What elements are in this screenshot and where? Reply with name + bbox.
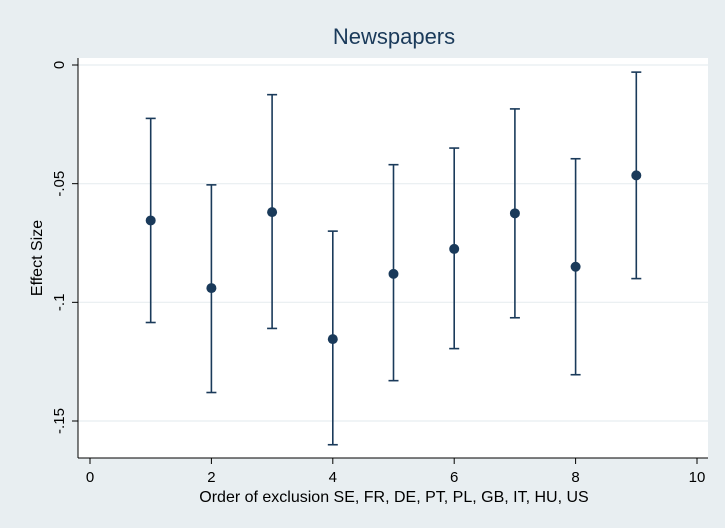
x-tick-label: 4 bbox=[329, 469, 337, 486]
y-tick-label: 0 bbox=[51, 61, 68, 69]
data-point bbox=[388, 268, 399, 279]
data-point bbox=[449, 243, 460, 254]
x-tick-label: 0 bbox=[86, 469, 94, 486]
y-tick-label: -.05 bbox=[51, 171, 68, 197]
y-tick-label: -.1 bbox=[51, 294, 68, 312]
data-points bbox=[145, 170, 642, 345]
data-point bbox=[327, 334, 338, 345]
y-axis-ticks: 0 -.05 -.1 -.15 bbox=[51, 61, 78, 434]
x-axis-label: Order of exclusion SE, FR, DE, PT, PL, G… bbox=[199, 489, 588, 506]
x-tick-label: 10 bbox=[689, 469, 706, 486]
data-point bbox=[570, 261, 581, 272]
data-point bbox=[509, 208, 520, 219]
y-tick-label: -.15 bbox=[51, 408, 68, 434]
x-tick-label: 8 bbox=[571, 469, 579, 486]
x-tick-label: 6 bbox=[450, 469, 458, 486]
data-point bbox=[267, 207, 278, 218]
x-axis-ticks: 0 2 4 6 8 10 bbox=[86, 458, 706, 486]
y-axis-label: Effect Size bbox=[29, 220, 46, 296]
x-tick-label: 2 bbox=[207, 469, 215, 486]
data-point bbox=[631, 170, 642, 181]
chart-title: Newspapers bbox=[333, 24, 455, 49]
data-point bbox=[206, 283, 217, 294]
data-point bbox=[145, 215, 156, 226]
